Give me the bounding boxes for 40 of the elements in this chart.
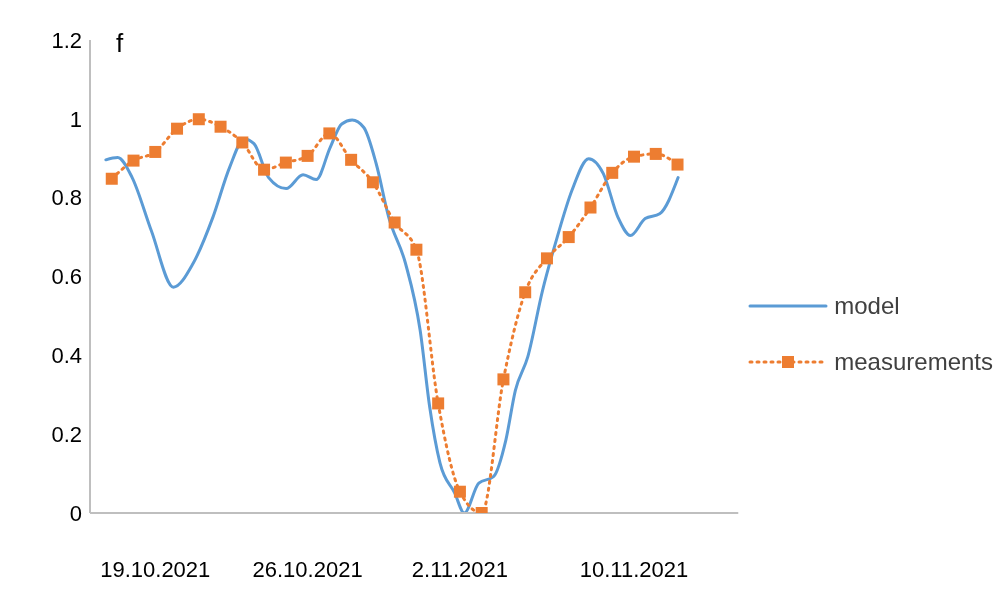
point: [323, 127, 336, 140]
legend-label: model: [834, 292, 900, 320]
point: [149, 145, 162, 158]
point: [345, 153, 358, 166]
legend-label: measurements: [834, 348, 993, 376]
y-tick-label: 0.4: [51, 343, 82, 369]
point: [562, 231, 575, 244]
y-tick-label: 1: [69, 106, 82, 132]
y-axis-title: f: [116, 28, 124, 59]
point: [649, 147, 662, 160]
point: [105, 172, 118, 185]
x-tick-label: 2.11.2021: [411, 556, 509, 582]
point: [497, 373, 510, 386]
y-tick-label: 0.8: [51, 185, 82, 211]
point: [519, 286, 532, 299]
x-tick-label: 19.10.2021: [100, 556, 211, 582]
point: [453, 485, 466, 498]
point: [171, 122, 184, 135]
y-tick-label: 0.2: [51, 421, 82, 447]
point: [192, 113, 205, 126]
point: [301, 149, 314, 162]
point: [258, 163, 271, 176]
x-tick-label: 26.10.2021: [252, 556, 363, 582]
point: [671, 158, 684, 171]
point: [410, 243, 423, 256]
y-tick-label: 0.6: [51, 264, 82, 290]
point: [584, 201, 597, 214]
point: [279, 156, 292, 169]
point: [127, 154, 140, 167]
x-tick-label: 10.11.2021: [579, 556, 689, 582]
y-tick-label: 1.2: [51, 27, 82, 53]
point: [388, 216, 401, 229]
point: [236, 136, 249, 149]
point: [628, 150, 640, 163]
point: [214, 120, 227, 133]
point: [540, 252, 553, 265]
point: [432, 397, 445, 410]
point: [366, 176, 379, 189]
point: [606, 166, 619, 179]
y-tick-label: 0: [69, 500, 82, 526]
